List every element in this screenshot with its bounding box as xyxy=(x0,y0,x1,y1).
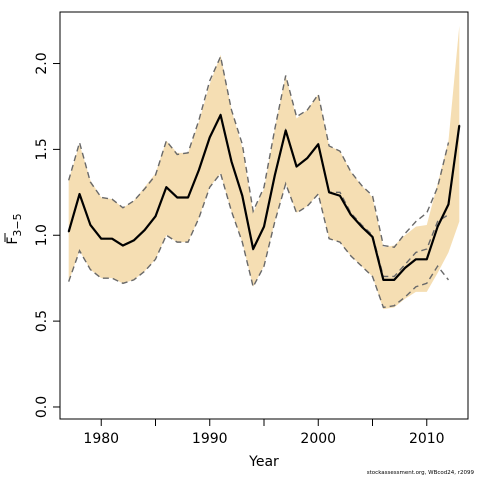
estimate-point xyxy=(230,160,233,163)
estimate-point xyxy=(165,186,167,188)
y-tick-label: 0.5 xyxy=(34,310,50,332)
estimate-point xyxy=(122,244,124,247)
estimate-point xyxy=(111,238,113,240)
estimate-point xyxy=(458,124,460,126)
x-tick-label: 1990 xyxy=(192,431,228,447)
estimate-point xyxy=(317,143,319,145)
y-tick-label: 2.0 xyxy=(34,52,50,74)
axis-layer: 1980 1990 2000 2010 0.0 0.5 1.0 1.5 2.0 xyxy=(34,52,445,447)
estimate-point xyxy=(371,236,374,238)
estimate-point xyxy=(144,229,146,231)
estimate-point xyxy=(198,169,200,171)
estimate-point xyxy=(263,226,265,228)
retro-lower-line xyxy=(68,171,450,309)
y-tick-label: 1.5 xyxy=(34,138,50,160)
estimate-point xyxy=(437,226,439,228)
estimate-point xyxy=(78,193,81,195)
plot-layer xyxy=(67,25,461,310)
estimate-point xyxy=(285,129,287,132)
svg-text:F3−5: F3−5 xyxy=(5,213,24,244)
y-axis-title: F3−5 xyxy=(4,213,24,245)
estimate-point xyxy=(241,195,243,197)
estimate-point xyxy=(176,196,178,199)
x-tick-label: 1980 xyxy=(83,431,119,447)
estimate-point xyxy=(219,114,222,116)
x-tick-label: 2000 xyxy=(300,431,336,447)
retro-upper-line xyxy=(68,54,450,249)
estimate-point xyxy=(89,224,91,226)
y-axis-title-main: F xyxy=(5,237,21,245)
y-tick-label: 1.0 xyxy=(34,224,50,246)
estimate-point xyxy=(382,279,384,281)
estimate-point xyxy=(133,239,135,242)
estimate-point xyxy=(426,258,428,260)
estimate-point xyxy=(339,195,341,197)
estimate-point xyxy=(404,267,406,269)
credit-text: stockassessment.org, WBcod24, r2099 xyxy=(366,470,474,476)
y-tick-label: 0.0 xyxy=(34,396,50,418)
estimate-point xyxy=(350,214,352,216)
estimate-point xyxy=(328,191,330,193)
estimate-point xyxy=(100,238,102,240)
estimate-point xyxy=(187,196,189,199)
estimate-point xyxy=(415,258,417,260)
estimate-point xyxy=(274,174,276,176)
estimate-point xyxy=(154,215,157,217)
estimate-point xyxy=(306,157,309,159)
estimate-point xyxy=(295,165,298,168)
x-axis-title: Year xyxy=(248,454,279,470)
estimate-point xyxy=(68,231,70,233)
confidence-band xyxy=(68,25,460,310)
x-tick-label: 2010 xyxy=(409,431,445,447)
estimate-point xyxy=(393,279,395,281)
estimate-point xyxy=(252,248,254,250)
estimate-point xyxy=(209,136,211,138)
estimate-point xyxy=(361,226,363,228)
y-axis-title-subscript: 3−5 xyxy=(11,213,24,236)
estimate-point xyxy=(447,203,450,205)
